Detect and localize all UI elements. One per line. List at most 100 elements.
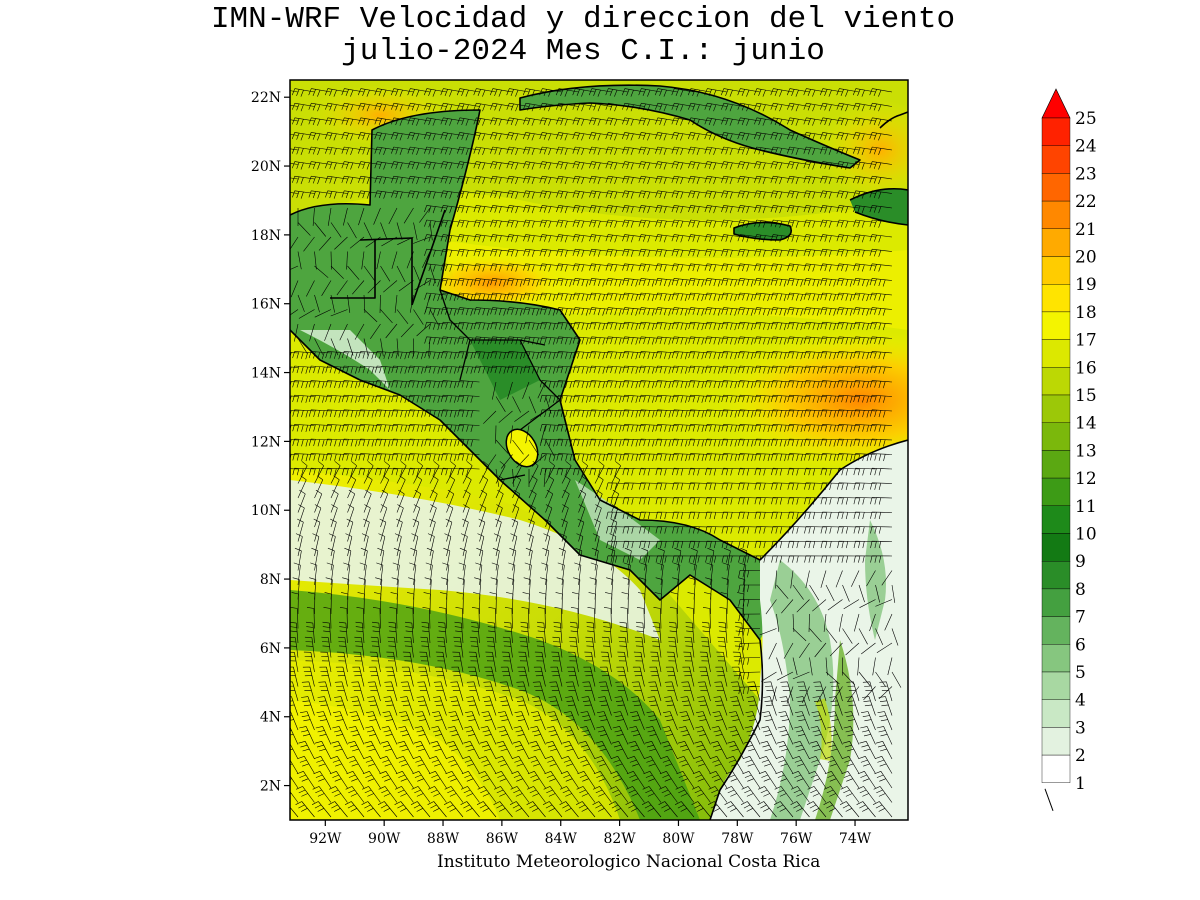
wind-barb bbox=[721, 292, 744, 302]
wind-barb bbox=[874, 771, 893, 789]
wind-barb bbox=[721, 424, 744, 432]
wind-barb bbox=[325, 394, 348, 403]
wind-barb bbox=[589, 307, 612, 316]
wind-barb bbox=[671, 146, 695, 156]
colorbar-swatch bbox=[1041, 394, 1071, 423]
wind-barb bbox=[374, 409, 398, 418]
wind-barb bbox=[446, 741, 464, 760]
wind-barb bbox=[697, 696, 711, 716]
wind-barb bbox=[523, 146, 546, 156]
wind-barb bbox=[471, 607, 480, 629]
wind-barb bbox=[853, 205, 876, 214]
wind-barb bbox=[820, 175, 843, 185]
wind-barb bbox=[302, 666, 315, 687]
wind-barb bbox=[754, 248, 777, 257]
wind-barb bbox=[655, 248, 678, 257]
wind-barb bbox=[490, 117, 513, 126]
wind-barb bbox=[589, 409, 612, 418]
wind-barb bbox=[622, 219, 645, 228]
wind-barb bbox=[396, 265, 406, 283]
wind-barb bbox=[853, 467, 876, 476]
wind-barb bbox=[312, 786, 332, 803]
wind-barb bbox=[391, 394, 414, 403]
wind-barb bbox=[688, 351, 711, 360]
wind-barb bbox=[704, 365, 728, 374]
wind-barb bbox=[803, 336, 827, 345]
wind-barb bbox=[309, 323, 315, 342]
wind-barb bbox=[671, 248, 695, 257]
wind-barb bbox=[525, 425, 530, 444]
wind-barb bbox=[671, 175, 695, 185]
wind-barb bbox=[738, 467, 761, 476]
wind-barb bbox=[457, 321, 480, 331]
wind-barb bbox=[611, 756, 629, 774]
longitude-axis: 92W 90W 88W 86W 84W 82W 80W 78W 76W 74W bbox=[309, 820, 872, 847]
wind-barb bbox=[374, 146, 398, 156]
wind-barb bbox=[297, 222, 311, 236]
wind-barb bbox=[602, 621, 612, 644]
wind-barb bbox=[616, 666, 629, 687]
wind-barb bbox=[721, 161, 744, 170]
wind-barb bbox=[811, 711, 827, 731]
wind-barb bbox=[820, 102, 843, 112]
wind-barb bbox=[306, 607, 315, 629]
wind-barb bbox=[440, 146, 464, 156]
wind-barb bbox=[853, 424, 876, 432]
wind-barb bbox=[776, 756, 794, 774]
wind-barb bbox=[744, 726, 761, 745]
wind-barb bbox=[740, 547, 748, 571]
wind-barb bbox=[374, 380, 398, 389]
wind-barb bbox=[847, 686, 860, 701]
wind-barb bbox=[314, 756, 332, 774]
wind-barb bbox=[308, 117, 332, 126]
wind-barb bbox=[499, 696, 513, 716]
wind-barb bbox=[869, 161, 893, 170]
wind-barb bbox=[292, 102, 315, 112]
wind-barb bbox=[820, 307, 843, 316]
wind-barb bbox=[424, 424, 447, 432]
wind-barb bbox=[530, 726, 546, 745]
wind-barb bbox=[671, 438, 695, 447]
wind-barb bbox=[313, 771, 332, 789]
wind-barb bbox=[614, 696, 629, 716]
wind-barb bbox=[869, 117, 893, 126]
wind-barb bbox=[721, 278, 744, 287]
wind-barb bbox=[853, 248, 876, 257]
wind-barb bbox=[869, 205, 893, 214]
wind-barb bbox=[506, 336, 530, 345]
wind-barb bbox=[820, 117, 843, 126]
wind-barb bbox=[292, 117, 315, 126]
wind-barb bbox=[424, 248, 447, 257]
wind-barb bbox=[452, 651, 464, 673]
wind-barb bbox=[787, 248, 810, 257]
wind-barb bbox=[490, 292, 513, 302]
wind-barb bbox=[686, 607, 695, 629]
wind-barb bbox=[685, 621, 695, 644]
wind-barb bbox=[341, 438, 365, 447]
wind-barb bbox=[649, 666, 662, 687]
wind-barb bbox=[428, 771, 447, 789]
wind-barb bbox=[787, 540, 810, 549]
wind-barb bbox=[523, 190, 546, 199]
wind-barb bbox=[667, 636, 678, 658]
wind-barb bbox=[483, 410, 497, 424]
wind-barb bbox=[523, 219, 546, 228]
wind-barb bbox=[787, 453, 810, 462]
wind-barb bbox=[297, 338, 308, 354]
wind-barb bbox=[836, 380, 860, 389]
wind-barb bbox=[511, 518, 519, 542]
caribbean-jet-core bbox=[720, 330, 908, 470]
wind-barb bbox=[688, 380, 711, 389]
wind-barb bbox=[370, 323, 381, 339]
wind-barb bbox=[572, 592, 580, 615]
wind-barb bbox=[718, 621, 728, 644]
wind-barb bbox=[408, 467, 431, 476]
wind-barb bbox=[544, 771, 563, 789]
wind-barb bbox=[428, 786, 447, 803]
wind-barb bbox=[419, 651, 431, 673]
wind-barb bbox=[325, 146, 348, 156]
wind-barb bbox=[556, 380, 579, 389]
wind-barb bbox=[787, 321, 810, 331]
wind-barb bbox=[836, 175, 860, 185]
wind-barb bbox=[787, 292, 810, 302]
